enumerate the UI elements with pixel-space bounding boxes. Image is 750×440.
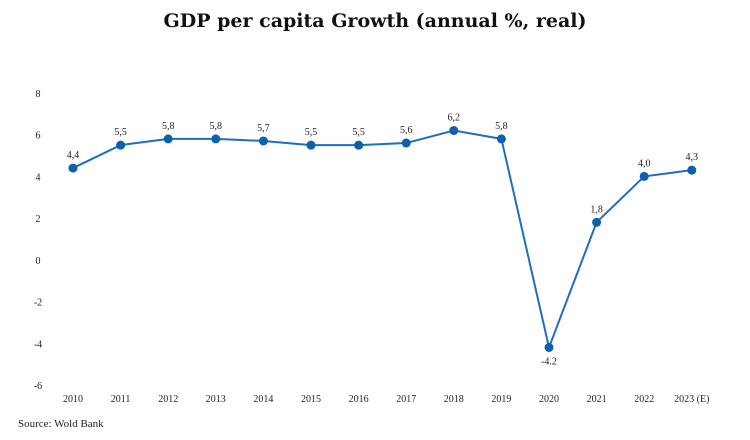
x-tick-label: 2016 xyxy=(349,394,369,405)
x-tick-label: 2012 xyxy=(158,394,178,405)
data-point xyxy=(449,126,459,136)
x-tick-label: 2019 xyxy=(491,394,511,405)
data-label: 5,8 xyxy=(162,121,175,132)
data-label: 5,5 xyxy=(305,127,318,138)
y-tick-label: -4 xyxy=(34,339,42,350)
x-tick-label: 2021 xyxy=(587,394,607,405)
x-axis: 2010 2011 2012 2013 2014 2015 2016 2017 2018 2019… xyxy=(63,394,709,405)
data-label: -4.2 xyxy=(541,356,557,367)
data-label: 5,6 xyxy=(400,125,413,136)
y-tick-label: 4 xyxy=(36,172,41,183)
data-label: 5,5 xyxy=(114,127,127,138)
data-label: 4,4 xyxy=(67,150,80,161)
data-point xyxy=(163,134,173,144)
x-tick-label: 2013 xyxy=(206,394,226,405)
data-point xyxy=(116,140,126,150)
source-note: Source: Wold Bank xyxy=(18,418,104,430)
y-tick-label: -6 xyxy=(34,381,42,392)
data-point xyxy=(639,171,649,181)
x-tick-label: 2022 xyxy=(634,394,654,405)
series-line xyxy=(72,129,692,351)
x-tick-label: 2011 xyxy=(111,394,131,405)
y-tick-label: -2 xyxy=(34,298,42,309)
data-label: 5,8 xyxy=(495,121,508,132)
data-label: 5,7 xyxy=(257,123,270,134)
data-label: 5,8 xyxy=(210,121,223,132)
data-point xyxy=(544,342,554,352)
data-point xyxy=(687,165,697,175)
data-point xyxy=(211,134,221,144)
y-axis: 8 6 4 2 0 -2 -4 -6 xyxy=(34,89,42,392)
x-tick-label: 2023 (E) xyxy=(674,394,709,405)
y-tick-label: 2 xyxy=(36,214,41,225)
data-point xyxy=(68,163,78,173)
data-point xyxy=(592,217,602,227)
x-tick-label: 2014 xyxy=(253,394,273,405)
data-label: 4,0 xyxy=(638,158,651,169)
x-tick-label: 2010 xyxy=(63,394,83,405)
data-label: 6,2 xyxy=(448,113,461,124)
data-point xyxy=(306,140,316,150)
data-point xyxy=(496,134,506,144)
data-label: 4,3 xyxy=(686,152,699,163)
y-tick-label: 6 xyxy=(36,131,41,142)
x-tick-label: 2018 xyxy=(444,394,464,405)
x-tick-label: 2020 xyxy=(539,394,559,405)
data-point xyxy=(258,136,268,146)
y-tick-label: 8 xyxy=(36,89,41,100)
data-point xyxy=(354,140,364,150)
data-label: 1,8 xyxy=(590,204,603,215)
y-tick-label: 0 xyxy=(36,256,41,267)
data-points xyxy=(68,126,697,352)
chart-title: GDP per capita Growth (annual %, real) xyxy=(163,10,587,32)
data-label: 5,5 xyxy=(352,127,365,138)
x-tick-label: 2015 xyxy=(301,394,321,405)
data-point xyxy=(401,138,411,148)
data-labels: 4,4 5,5 5,8 5,8 5,7 5,5 5,5 5,6 6,2 5,8 -4.2 1,8 4,0… xyxy=(67,113,698,368)
x-tick-label: 2017 xyxy=(396,394,416,405)
